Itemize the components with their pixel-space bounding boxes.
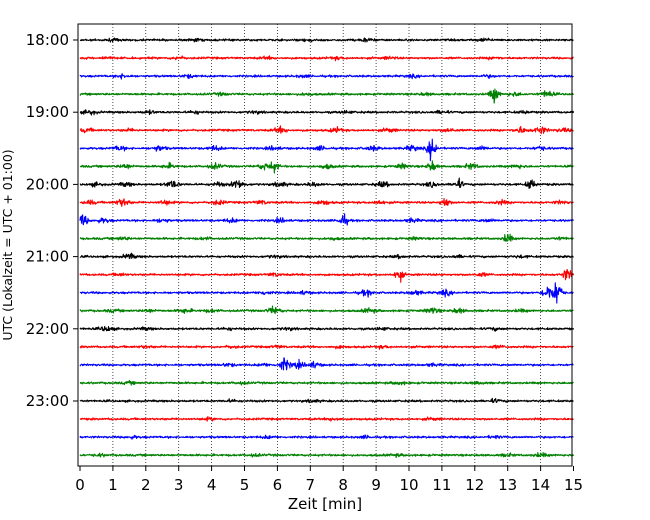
x-tick-label: 10 [399,476,418,494]
x-tick-label: 1 [108,476,118,494]
x-tick-label: 6 [273,476,283,494]
y-tick-label: 19:00 [26,103,69,121]
x-tick-label: 7 [306,476,316,494]
x-tick-label: 2 [141,476,151,494]
trace-line [79,213,574,226]
x-tick-label: 12 [465,476,484,494]
trace-line [79,88,574,104]
trace-line [79,268,575,283]
trace-line [79,452,575,459]
y-axis-label: UTC (Lokalzeit = UTC + 01:00) [0,149,15,340]
trace-line [79,233,574,242]
y-tick-label: 21:00 [26,248,69,266]
trace-line [79,379,574,386]
trace-line [79,73,574,80]
trace-line [79,197,574,207]
y-tick-label: 20:00 [26,175,69,193]
trace-line [79,416,574,422]
x-tick-label: 14 [531,476,550,494]
trace-line [79,252,574,260]
x-tick-label: 5 [240,476,250,494]
trace-line [79,344,574,350]
traces [79,37,575,459]
plot-frame [77,23,573,467]
vertical-grid [112,24,541,466]
y-tick-label: 23:00 [26,392,69,410]
trace-line [79,55,574,62]
trace-line [79,397,574,404]
trace-line [79,125,574,135]
x-axis-label: Zeit [min] [288,495,362,513]
trace-line [79,282,574,304]
x-axis: 0 1 2 3 4 5 6 7 8 9 10 11 12 13 14 15 [75,466,583,494]
x-tick-label: 9 [371,476,381,494]
trace-line [79,434,574,440]
trace-line [79,160,574,174]
trace-line [79,138,574,162]
y-tick-label: 18:00 [26,31,69,49]
y-tick-label: 22:00 [26,320,69,338]
x-tick-label: 0 [75,476,85,494]
trace-line [79,305,574,315]
x-tick-label: 3 [174,476,184,494]
trace-line [79,177,574,189]
trace-line [79,325,575,332]
x-tick-label: 4 [207,476,217,494]
trace-line [79,357,574,371]
x-tick-label: 11 [432,476,451,494]
x-tick-label: 8 [338,476,348,494]
y-axis: 18:00 19:00 20:00 21:00 22:00 23:00 [26,31,78,410]
trace-line [79,109,575,116]
x-tick-label: 15 [564,476,583,494]
x-tick-label: 13 [498,476,517,494]
trace-line [79,37,574,43]
